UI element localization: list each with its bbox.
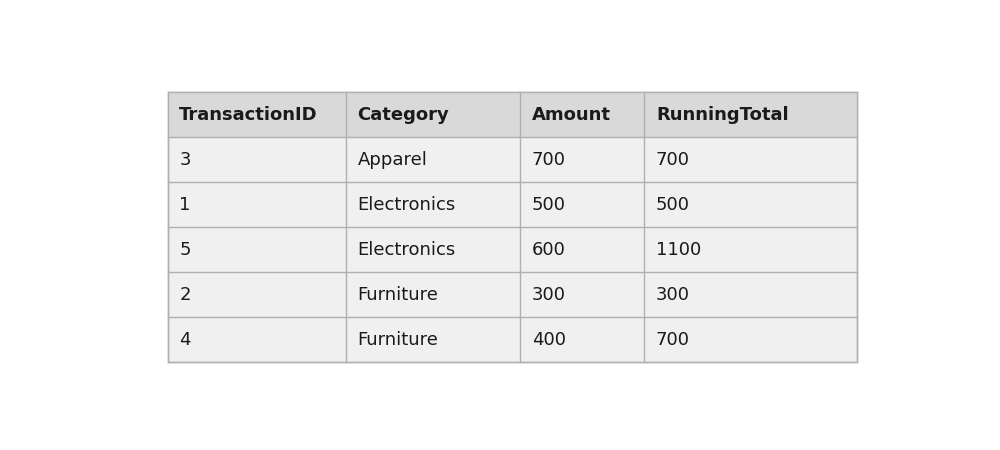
Text: 600: 600 [532, 241, 566, 259]
Text: Furniture: Furniture [358, 286, 438, 304]
Text: RunningTotal: RunningTotal [656, 106, 788, 124]
Text: Apparel: Apparel [358, 151, 427, 169]
Text: 500: 500 [656, 196, 690, 214]
Text: 5: 5 [179, 241, 191, 259]
Text: Electronics: Electronics [358, 196, 456, 214]
Text: 700: 700 [656, 151, 690, 169]
Text: 2: 2 [179, 286, 191, 304]
Text: 3: 3 [179, 151, 191, 169]
Bar [168, 92, 857, 362]
Text: 300: 300 [656, 286, 690, 304]
Text: Category: Category [358, 106, 449, 124]
Text: 1: 1 [179, 196, 191, 214]
Text: 300: 300 [532, 286, 566, 304]
Bar [168, 92, 857, 137]
Text: 1100: 1100 [656, 241, 701, 259]
Text: Furniture: Furniture [358, 331, 438, 349]
Text: 400: 400 [532, 331, 566, 349]
Text: Electronics: Electronics [358, 241, 456, 259]
Text: Amount: Amount [532, 106, 611, 124]
Text: 700: 700 [656, 331, 690, 349]
Text: 700: 700 [532, 151, 566, 169]
Text: 4: 4 [179, 331, 191, 349]
Text: 500: 500 [532, 196, 566, 214]
Text: TransactionID: TransactionID [179, 106, 318, 124]
